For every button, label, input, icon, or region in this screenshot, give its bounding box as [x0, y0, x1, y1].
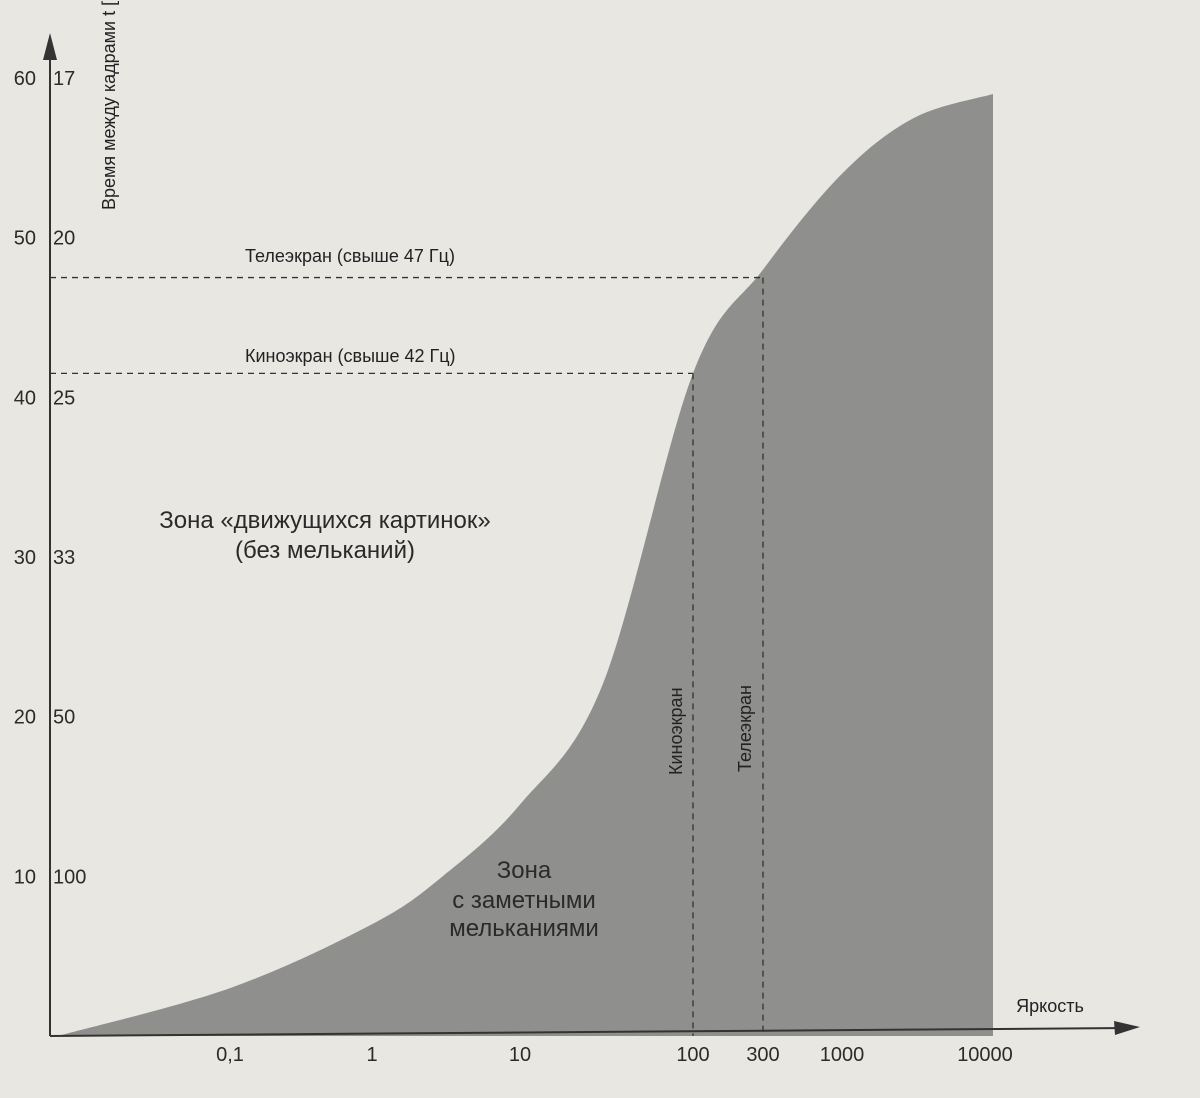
- x-axis-arrow-icon: [1114, 1021, 1140, 1035]
- cinema-screen-vertical-label: Киноэкран: [666, 687, 686, 775]
- x-tick-label: 300: [746, 1044, 779, 1066]
- y-axis-arrow-icon: [43, 33, 57, 60]
- x-axis: [49, 1027, 1129, 1037]
- y-tick-label-ms: 20: [53, 228, 75, 250]
- y-tick-label-ms: 25: [53, 387, 75, 409]
- flicker-zone-label-line3: мельканиями: [449, 915, 599, 942]
- x-tick-label: 0,1: [216, 1044, 244, 1066]
- cinema-screen-threshold-label: Киноэкран (свыше 42 Гц): [245, 346, 456, 366]
- y-tick-label-hz: 10: [14, 866, 36, 888]
- tv-screen-vertical-label: Телеэкран: [735, 685, 755, 772]
- y-axis-title: Время между кадрами t [мс]: [99, 0, 119, 210]
- y-tick-label-hz: 60: [14, 68, 36, 90]
- x-axis-title: Яркость: [1016, 996, 1084, 1016]
- y-tick-label-hz: 30: [14, 547, 36, 569]
- x-tick-label: 10: [509, 1044, 531, 1066]
- y-tick-label-hz: 20: [14, 707, 36, 729]
- y-tick-label-hz: 40: [14, 387, 36, 409]
- motion-zone-label-line2: (без мельканий): [235, 537, 415, 564]
- flicker-zone-area: [58, 93, 993, 1036]
- motion-zone-label-line1: Зона «движущихся картинок»: [159, 507, 491, 534]
- x-tick-label: 1: [366, 1044, 377, 1066]
- tv-screen-threshold-label: Телеэкран (свыше 47 Гц): [245, 246, 455, 266]
- x-tick-label: 10000: [957, 1044, 1013, 1066]
- y-tick-label-ms: 100: [53, 866, 86, 888]
- y-tick-label-ms: 50: [53, 707, 75, 729]
- flicker-zone-label-line1: Зона: [497, 857, 552, 884]
- x-tick-label: 100: [676, 1044, 709, 1066]
- y-tick-label-hz: 50: [14, 228, 36, 250]
- y-tick-label-ms: 33: [53, 547, 75, 569]
- x-tick-label: 1000: [820, 1044, 865, 1066]
- flicker-zone-label-line2: с заметными: [452, 887, 595, 914]
- y-tick-label-ms: 17: [53, 68, 75, 90]
